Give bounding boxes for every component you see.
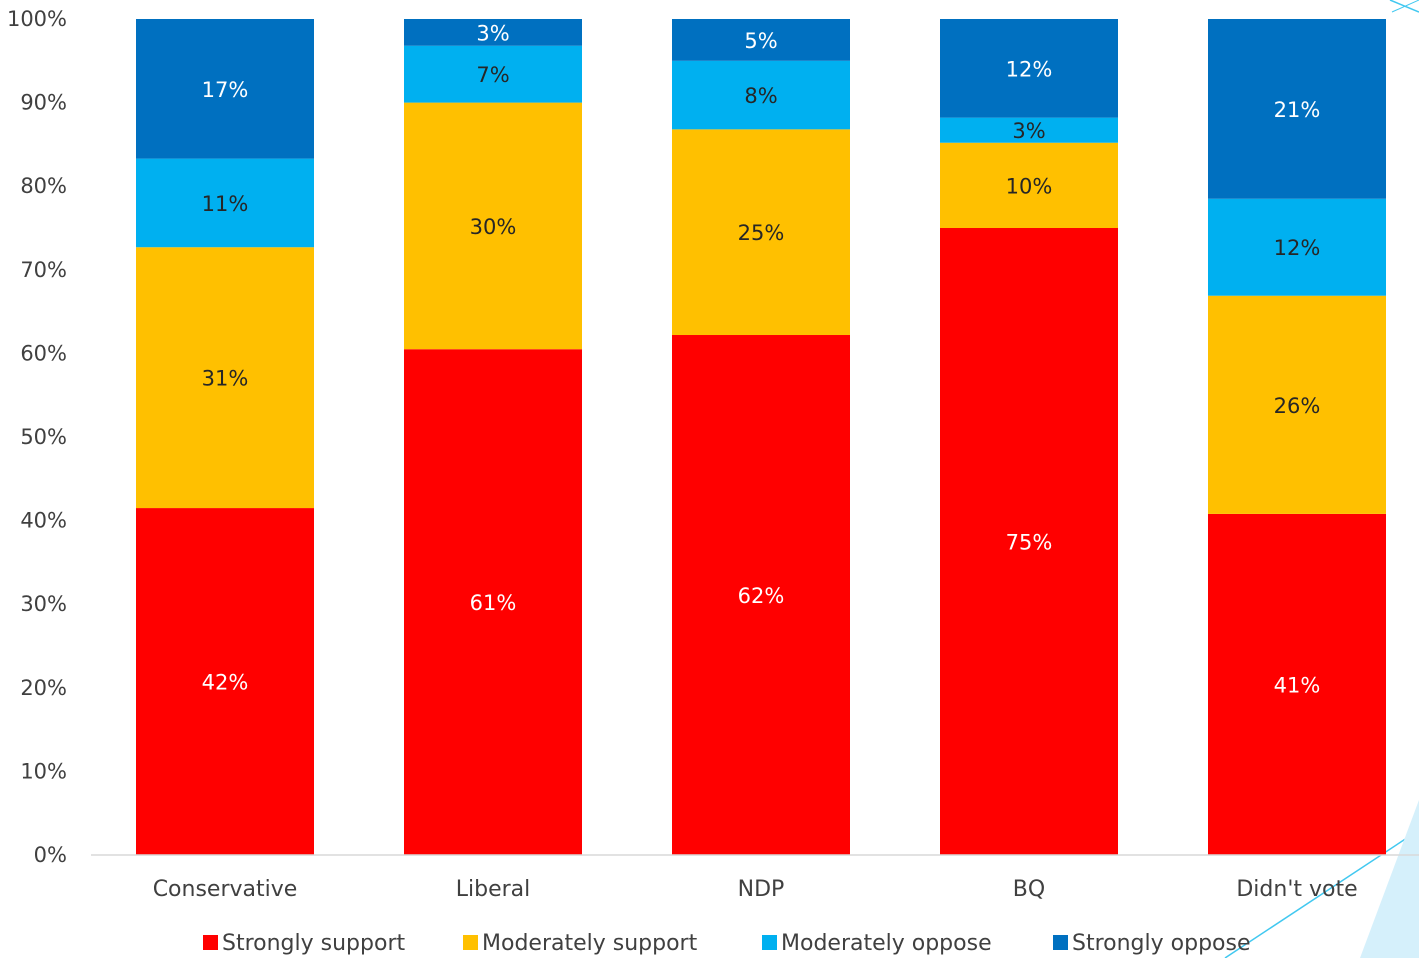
data-label: 42% bbox=[202, 671, 249, 695]
y-tick-label: 50% bbox=[20, 425, 67, 449]
bar-segment bbox=[404, 102, 582, 350]
slide-decoration bbox=[1224, 0, 1419, 959]
data-label: 62% bbox=[738, 584, 785, 608]
bar-segment bbox=[940, 19, 1118, 118]
legend-swatch bbox=[463, 935, 478, 950]
bar-segment bbox=[1208, 198, 1386, 296]
bar-segment bbox=[404, 349, 582, 855]
y-tick-label: 80% bbox=[20, 174, 67, 198]
x-tick-label: BQ bbox=[1013, 877, 1045, 902]
data-label: 11% bbox=[202, 192, 249, 216]
y-tick-label: 60% bbox=[20, 341, 67, 365]
bar-segment bbox=[136, 19, 314, 159]
data-label: 12% bbox=[1274, 236, 1321, 260]
decoration-line-top-2 bbox=[1391, 0, 1419, 13]
y-tick-label: 40% bbox=[20, 509, 67, 533]
bar-segment bbox=[672, 129, 850, 336]
x-tick-label: Liberal bbox=[456, 877, 531, 902]
data-label: 7% bbox=[476, 63, 509, 87]
y-axis: 0% 10% 20% 30% 40% 50% 60% 70% 80% 90% 100% bbox=[7, 7, 67, 867]
bar-segment bbox=[1208, 19, 1386, 199]
bar-segment bbox=[404, 45, 582, 103]
legend-label: Strongly support bbox=[222, 931, 405, 956]
y-tick-label: 30% bbox=[20, 592, 67, 616]
bar-segment bbox=[672, 60, 850, 130]
bar-segment bbox=[136, 247, 314, 509]
y-tick-label: 0% bbox=[34, 843, 67, 867]
bar-segment bbox=[940, 117, 1118, 143]
y-tick-label: 10% bbox=[20, 759, 67, 783]
data-label: 61% bbox=[470, 591, 517, 615]
bar-segment bbox=[136, 508, 314, 855]
data-label: 21% bbox=[1274, 98, 1321, 122]
data-label: 30% bbox=[470, 215, 517, 239]
data-label: 31% bbox=[202, 367, 249, 391]
data-label: 3% bbox=[476, 21, 509, 45]
y-tick-label: 90% bbox=[20, 91, 67, 115]
legend-label: Moderately support bbox=[482, 931, 698, 956]
bar-segment bbox=[136, 158, 314, 248]
bar-segment bbox=[404, 19, 582, 46]
legend: Strongly support Moderately support Modera… bbox=[203, 931, 1251, 956]
data-label: 17% bbox=[202, 78, 249, 102]
bar-segment bbox=[672, 19, 850, 61]
data-label: 26% bbox=[1274, 394, 1321, 418]
data-label: 5% bbox=[744, 29, 777, 53]
data-label: 12% bbox=[1006, 57, 1053, 81]
x-tick-label: NDP bbox=[738, 877, 785, 902]
decoration-triangle bbox=[1360, 800, 1419, 958]
decoration-line-bottom bbox=[1224, 829, 1419, 959]
legend-swatch bbox=[762, 935, 777, 950]
legend-swatch bbox=[203, 935, 218, 950]
data-label: 8% bbox=[744, 84, 777, 108]
legend-swatch bbox=[1053, 935, 1068, 950]
bar-segment bbox=[1208, 295, 1386, 514]
y-tick-label: 100% bbox=[7, 7, 67, 31]
bar-segment bbox=[672, 335, 850, 855]
x-tick-label: Didn't vote bbox=[1236, 877, 1357, 902]
x-axis: Conservative Liberal NDP BQ Didn't vote bbox=[91, 854, 1419, 902]
data-label: 25% bbox=[738, 221, 785, 245]
bars: 42% 31% 11% 17% 61% 30% 7% 3% 62% 25% 8% 5% 75% 10% 3%… bbox=[136, 19, 1386, 855]
legend-label: Moderately oppose bbox=[781, 931, 992, 956]
data-label: 3% bbox=[1012, 119, 1045, 143]
data-label: 10% bbox=[1006, 174, 1053, 198]
data-label: 75% bbox=[1006, 531, 1053, 555]
x-tick-label: Conservative bbox=[153, 877, 298, 902]
y-tick-label: 70% bbox=[20, 258, 67, 282]
bar-segment bbox=[940, 228, 1118, 855]
data-label: 41% bbox=[1274, 673, 1321, 697]
y-tick-label: 20% bbox=[20, 676, 67, 700]
bar-segment bbox=[1208, 513, 1386, 855]
legend-label: Strongly oppose bbox=[1072, 931, 1251, 956]
bar-segment bbox=[940, 142, 1118, 228]
